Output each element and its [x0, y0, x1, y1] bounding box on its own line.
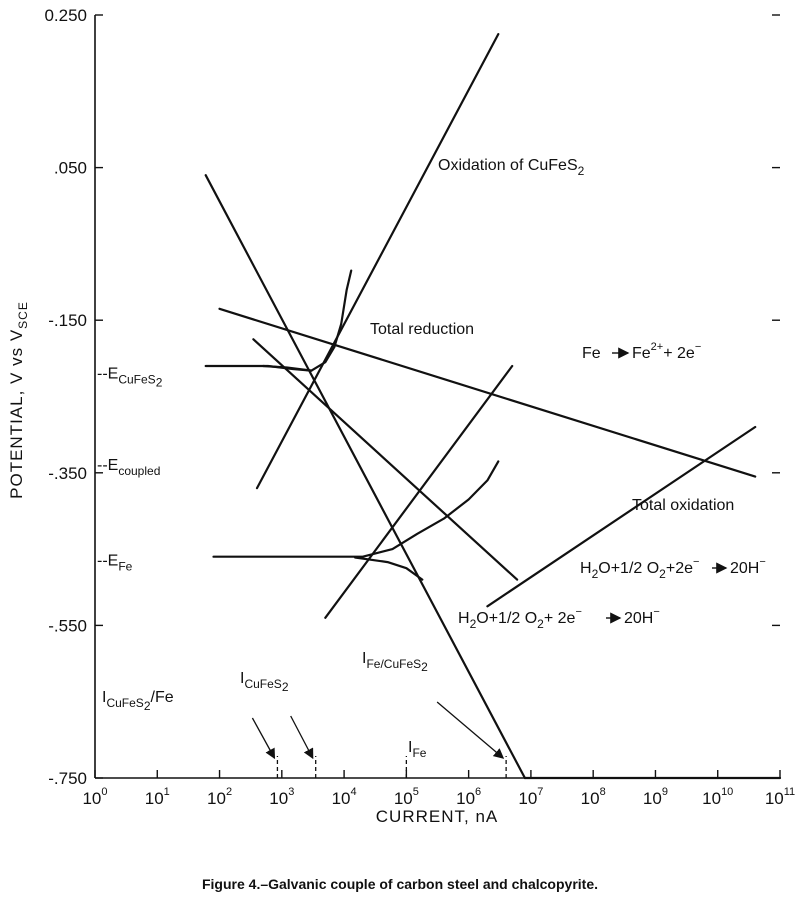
- current-label-i-cufes2-fe: ICuFeS2/Fe: [102, 689, 174, 713]
- x-tick-label: 102: [207, 786, 232, 808]
- figure-caption: Figure 4.–Galvanic couple of carbon stee…: [201, 876, 598, 892]
- svg-text:Fe: Fe: [582, 345, 601, 362]
- x-tick-label: 101: [145, 786, 170, 808]
- potential-marker-label: --EFe: [97, 553, 133, 574]
- y-tick-label: -.550: [48, 616, 87, 635]
- curve-cufes2-polarization-anodic: [204, 269, 353, 372]
- curve-total-oxidation: [486, 425, 757, 608]
- potential-marker-label: --ECuFeS2: [97, 366, 163, 390]
- total-reduction-label: Total reduction: [370, 321, 474, 338]
- curve-cufes2-polarization-cathodic: [262, 364, 313, 372]
- curve-fe-oxidation: [324, 364, 514, 619]
- x-tick-label: 107: [518, 786, 543, 808]
- curve-fe-reduction: [204, 174, 526, 780]
- x-tick-label: 104: [332, 786, 357, 808]
- water-reaction-label-2: H2O+1/2 O2+ 2e− 20H−: [458, 606, 660, 631]
- y-axis-ticks: 0.250 .050 -.150 -.350 -.550 -.750: [44, 6, 780, 788]
- curve-oxidation-cufes2: [255, 33, 500, 490]
- x-tick-label: 1011: [765, 786, 795, 808]
- water-reaction-label-1: H2O+1/2 O2+2e− 20H−: [580, 556, 766, 581]
- x-axis-ticks: 100 101 102 103 104 105 106 107 108 109 1010 1011: [82, 770, 795, 808]
- current-label-i-fe-cufes2: IFe/CuFeS2: [362, 650, 428, 674]
- total-oxidation-label: Total oxidation: [632, 497, 734, 514]
- curve-fe-polarization-cathodic: [354, 556, 424, 581]
- fe-reaction-label: Fe Fe2++ 2e−: [582, 341, 701, 362]
- x-tick-label: 103: [269, 786, 294, 808]
- current-label-i-cufes2: ICuFeS2: [240, 670, 289, 694]
- x-tick-label: 105: [394, 786, 419, 808]
- potential-marker-label: --Ecoupled: [97, 457, 160, 478]
- current-pointer-i-fe-cufes2: [436, 701, 505, 759]
- current-pointer-i-cufes2-fe: [251, 717, 276, 760]
- y-tick-label: 0.250: [44, 6, 87, 25]
- svg-text:20H−: 20H−: [624, 606, 660, 627]
- y-tick-label: -.150: [48, 311, 87, 330]
- y-tick-label: -.750: [48, 769, 87, 788]
- curve-fe-polarization-anodic: [212, 460, 500, 558]
- x-tick-label: 100: [82, 786, 107, 808]
- x-axis-title: CURRENT, nA: [376, 807, 498, 826]
- x-tick-label: 106: [456, 786, 481, 808]
- svg-text:20H−: 20H−: [730, 556, 766, 577]
- x-tick-label: 1010: [702, 786, 733, 808]
- y-tick-label: .050: [54, 159, 87, 178]
- current-label-i-fe: IFe: [408, 739, 427, 760]
- curve-total-reduction: [218, 307, 757, 478]
- svg-text:H2O+1/2 O2+ 2e−: H2O+1/2 O2+ 2e−: [458, 606, 582, 631]
- oxidation-cufes2-label: Oxidation of CuFeS2: [438, 157, 585, 178]
- svg-text:Fe2++ 2e−: Fe2++ 2e−: [632, 341, 701, 362]
- curve-cufes2-reduction: [252, 338, 519, 581]
- x-tick-label: 108: [581, 786, 606, 808]
- x-tick-label: 109: [643, 786, 668, 808]
- current-pointer-i-cufes2: [290, 715, 314, 760]
- svg-text:H2O+1/2 O2+2e−: H2O+1/2 O2+2e−: [580, 556, 699, 581]
- potential-markers: --ECuFeS2 --Ecoupled --EFe: [97, 366, 163, 574]
- y-tick-label: -.350: [48, 464, 87, 483]
- current-markers: ICuFeS2/Fe ICuFeS2 IFe IFe/CuFeS2: [102, 650, 507, 778]
- series-layer: [204, 33, 782, 780]
- y-axis-title: POTENTIAL, V vs VSCE: [7, 301, 30, 499]
